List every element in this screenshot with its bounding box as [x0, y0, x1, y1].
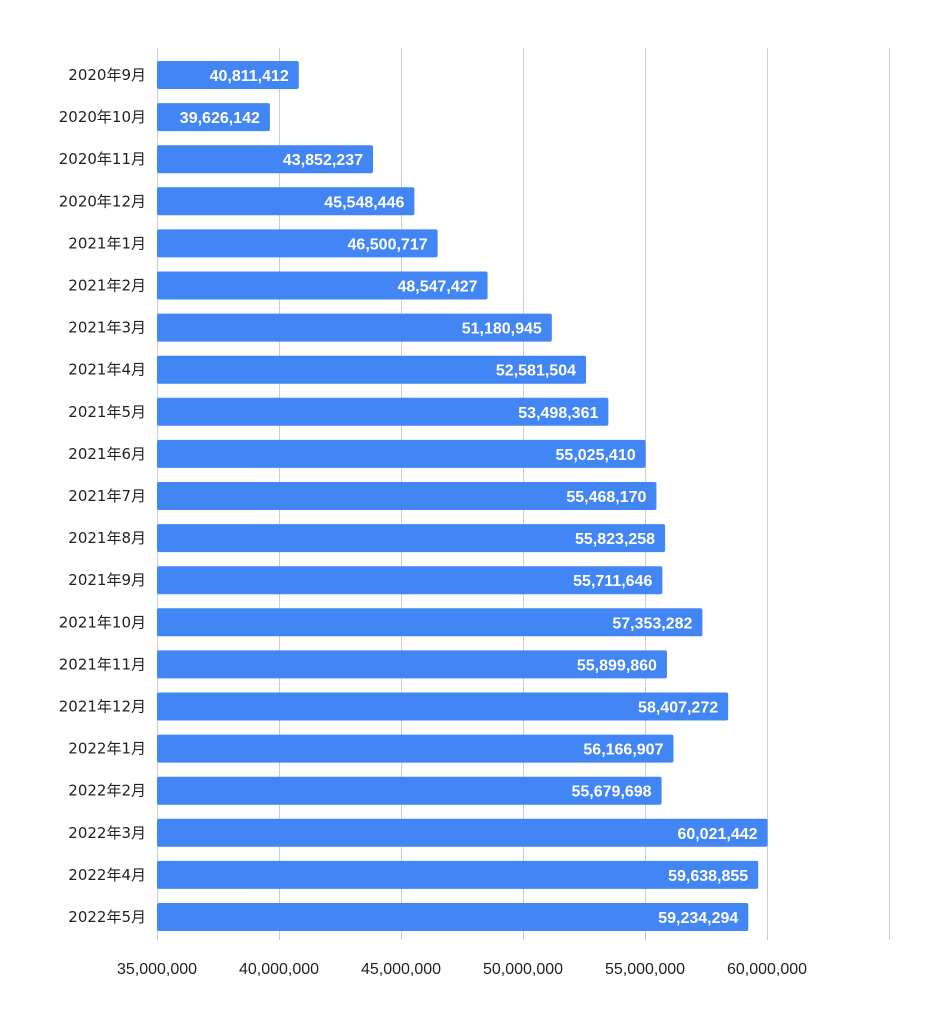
- category-label: 2021年3月: [68, 319, 146, 337]
- bar-data-label: 40,811,412: [210, 68, 289, 85]
- bar-data-label: 46,500,717: [348, 236, 428, 253]
- bar-data-label: 56,166,907: [583, 742, 663, 759]
- category-label: 2022年2月: [68, 782, 146, 800]
- bar: [157, 776, 662, 805]
- x-axis-tick-labels: 35,000,000 40,000,000 45,000,000 50,000,000…: [117, 961, 807, 978]
- category-label: 2021年7月: [68, 487, 146, 505]
- bar: [157, 608, 703, 637]
- bar-data-label: 55,711,646: [573, 573, 652, 590]
- bar-data-label: 39,626,142: [180, 110, 260, 127]
- bar-data-label: 55,468,170: [566, 489, 646, 506]
- bar: [157, 650, 667, 679]
- category-label: 2022年1月: [68, 740, 146, 758]
- bar: [157, 566, 663, 595]
- category-label: 2022年4月: [68, 866, 146, 884]
- bars: 40,811,412 39,626,142 43,852,237 45,548,446…: [157, 61, 768, 931]
- bar-data-label: 55,899,860: [577, 657, 657, 674]
- x-tick-label: 35,000,000: [117, 961, 197, 978]
- category-label: 2021年9月: [68, 571, 146, 589]
- x-tick-label: 55,000,000: [605, 961, 685, 978]
- x-tick-label: 45,000,000: [361, 961, 441, 978]
- bar: [157, 692, 729, 721]
- category-label: 2022年3月: [68, 824, 146, 842]
- bar-data-label: 48,547,427: [397, 279, 477, 296]
- bar: [157, 903, 749, 931]
- category-label: 2020年12月: [59, 192, 146, 210]
- category-label: 2021年12月: [59, 698, 146, 716]
- bar: [157, 103, 270, 132]
- bar: [157, 818, 768, 847]
- bar-data-label: 53,498,361: [518, 405, 598, 422]
- bar: [157, 313, 552, 342]
- category-label: 2022年5月: [68, 908, 146, 926]
- bar-data-label: 55,679,698: [572, 784, 652, 801]
- bar-data-label: 55,823,258: [575, 531, 655, 548]
- category-label: 2021年2月: [68, 277, 146, 295]
- category-labels: 2020年9月 2020年10月 2020年11月 2020年12月 2021年1月 20…: [59, 66, 146, 926]
- bar-data-label: 52,581,504: [496, 363, 576, 380]
- category-label: 2021年1月: [68, 234, 146, 252]
- bar: [157, 482, 657, 510]
- bar-data-label: 59,234,294: [658, 910, 738, 927]
- category-label: 2020年11月: [59, 150, 146, 168]
- bar-data-label: 45,548,446: [324, 194, 404, 211]
- category-label: 2021年4月: [68, 361, 146, 379]
- bar: [157, 145, 373, 174]
- bar-data-label: 58,407,272: [638, 700, 718, 717]
- category-label: 2021年5月: [68, 403, 146, 421]
- x-tick-label: 40,000,000: [239, 961, 319, 978]
- bar: [157, 860, 759, 889]
- bar: [157, 355, 586, 384]
- bar: [157, 271, 488, 300]
- x-tick-label: 60,000,000: [727, 961, 807, 978]
- bar: [157, 734, 674, 763]
- bar-data-label: 43,852,237: [283, 152, 363, 169]
- category-label: 2020年9月: [68, 66, 146, 84]
- bar-data-label: 57,353,282: [612, 615, 692, 632]
- bar: [157, 61, 299, 89]
- bar: [157, 229, 438, 258]
- bar: [157, 524, 666, 553]
- category-label: 2021年8月: [68, 529, 146, 547]
- bar-data-label: 55,025,410: [556, 447, 636, 464]
- category-label: 2021年11月: [59, 655, 146, 673]
- bar-data-label: 51,180,945: [462, 321, 542, 338]
- bar: [157, 187, 415, 216]
- category-label: 2021年6月: [68, 445, 146, 463]
- bar-data-label: 60,021,442: [677, 826, 757, 843]
- x-tick-label: 50,000,000: [483, 961, 563, 978]
- bar: [157, 439, 646, 468]
- bar: [157, 397, 609, 426]
- category-label: 2021年10月: [59, 613, 146, 631]
- category-label: 2020年10月: [59, 108, 146, 126]
- bar-data-label: 59,638,855: [668, 868, 748, 885]
